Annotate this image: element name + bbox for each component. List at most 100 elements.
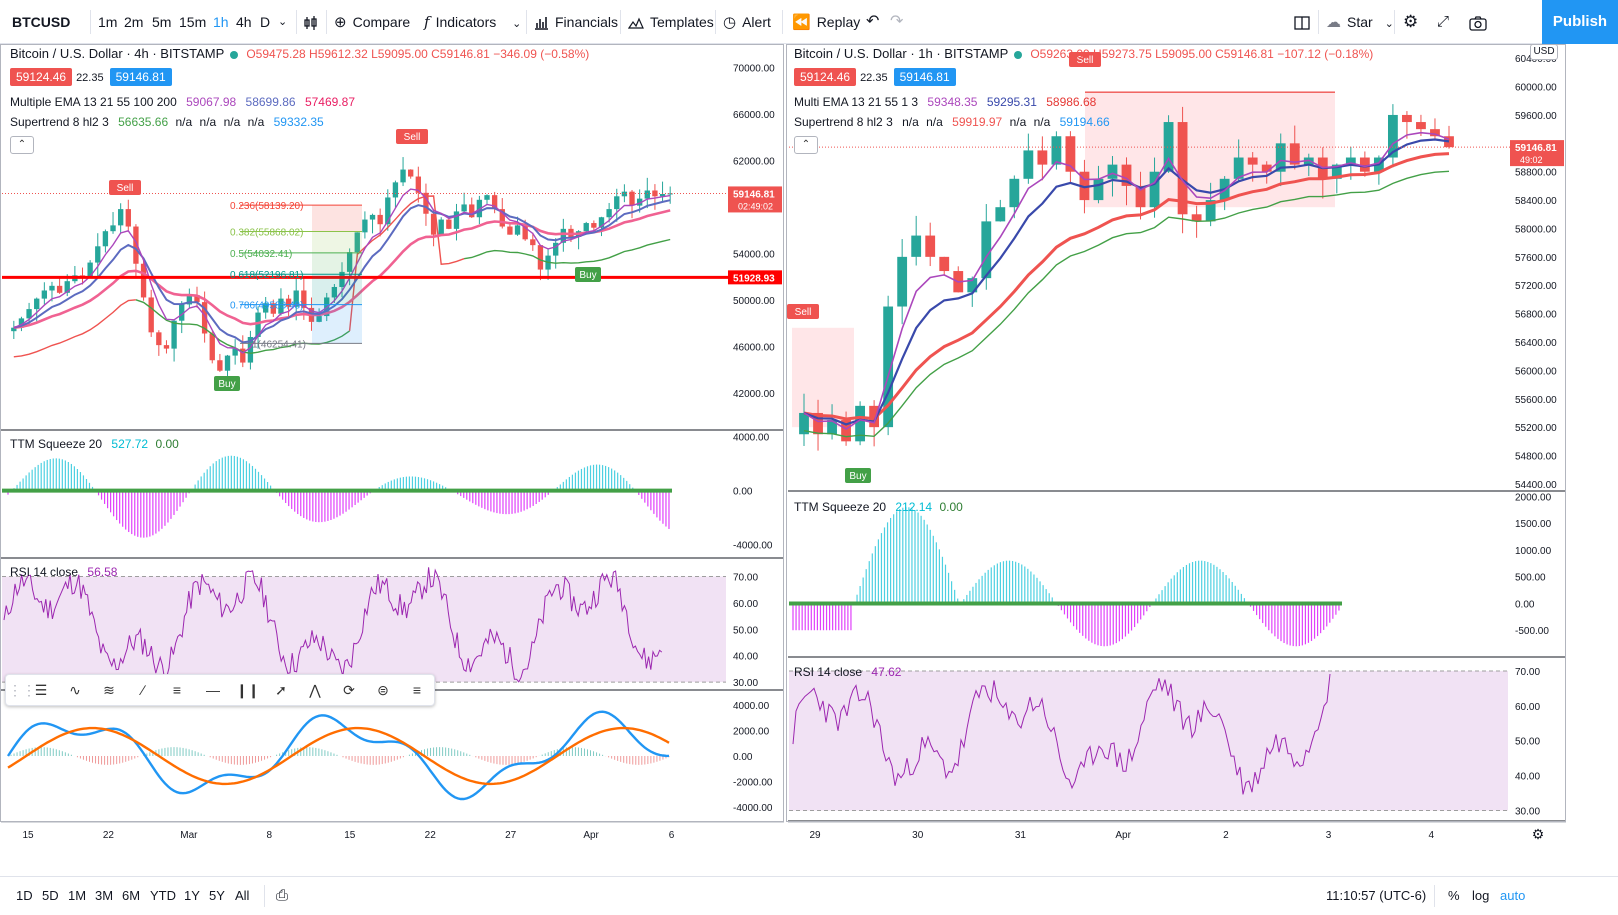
xabcd-pattern-icon[interactable]: ∿ — [69, 682, 81, 698]
divider — [1318, 10, 1319, 34]
fullscreen-icon[interactable]: ⤢ — [1437, 13, 1450, 30]
templates-button[interactable]: Templates — [627, 0, 714, 44]
bars-pattern-icon[interactable]: ❙❙ — [236, 682, 260, 698]
log-toggle[interactable]: log — [1472, 888, 1490, 903]
candle-body — [263, 303, 269, 313]
interval-15m[interactable]: 15m — [179, 14, 207, 30]
goto-date-icon[interactable]: ⎙ — [276, 887, 289, 904]
left-price-axis-tick: 66000.00 — [733, 110, 775, 121]
right-chart[interactable]: 54400.00 54800.00 55200.00 55600.00 56000.00… — [787, 52, 1566, 842]
undo-icon[interactable]: ↶ — [866, 13, 880, 30]
currency-label[interactable]: USD — [1530, 44, 1558, 60]
candle-body — [659, 193, 666, 197]
range-1D[interactable]: 1D — [16, 888, 33, 903]
interval-1h[interactable]: 1h — [213, 14, 229, 30]
range-5D[interactable]: 5D — [42, 888, 59, 903]
divider — [264, 885, 265, 907]
clock-time[interactable]: 11:10:57 (UTC-6) — [1326, 888, 1427, 903]
bid-price[interactable]: 59124.46 — [10, 68, 73, 86]
compare-button[interactable]: ⊕ Compare — [334, 0, 410, 44]
left-ttm-legend[interactable]: TTM Squeeze 20 527.72 0.00 — [10, 437, 179, 451]
interval-4h[interactable]: 4h — [236, 14, 252, 30]
publish-button[interactable]: Publish — [1542, 0, 1618, 44]
range-1M[interactable]: 1M — [68, 888, 87, 903]
candle-body — [56, 285, 63, 293]
candle-body — [392, 182, 399, 198]
chevron-down-icon[interactable]: ⌄ — [278, 16, 288, 28]
trend-channel-icon[interactable]: ∕ — [141, 682, 145, 698]
left-supertrend-legend[interactable]: Supertrend 8 hl2 3 56635.66 n/a n/a n/a … — [10, 115, 324, 129]
star-button[interactable]: ☁ Star ⌄ — [1326, 0, 1394, 44]
drawing-toolbar[interactable]: ⋮⋮ ☰ ∿ ≋ ∕ ≡ — ❙❙ ➚ ⋀ ⟳ ⊜ ≡ — [5, 674, 435, 706]
collapse-legend-button[interactable]: ⌃ — [10, 136, 34, 154]
candle-body — [869, 405, 880, 428]
rsi-value: 47.62 — [871, 665, 902, 679]
candle-body — [415, 176, 421, 193]
redo-icon[interactable]: ↷ — [890, 13, 904, 30]
candle-body — [278, 298, 284, 314]
bid-price[interactable]: 59124.46 — [794, 68, 857, 86]
drag-handle-icon[interactable]: ⋮⋮ — [8, 682, 36, 698]
percent-toggle[interactable]: % — [1448, 888, 1460, 903]
right-ttm-axis-tick: 1500.00 — [1515, 519, 1552, 530]
symbol-search[interactable]: BTCUSD — [6, 8, 88, 36]
range-3M[interactable]: 3M — [95, 888, 114, 903]
interval-1m[interactable]: 1m — [98, 14, 118, 30]
right-price-axis-tick: 58000.00 — [1515, 224, 1557, 235]
candle-body — [1345, 157, 1356, 165]
indicators-button[interactable]: f Indicators ⌄ — [424, 0, 521, 44]
horizontal-ray-icon[interactable]: — — [206, 682, 220, 698]
divider — [526, 10, 527, 34]
spiral-icon[interactable]: ⟳ — [343, 682, 355, 698]
market-open-dot — [1014, 50, 1023, 59]
range-6M[interactable]: 6M — [122, 888, 141, 903]
candle-body — [346, 252, 353, 272]
layout-icon[interactable] — [1294, 0, 1310, 44]
range-YTD[interactable]: YTD — [150, 888, 176, 903]
financials-button[interactable]: Financials — [534, 0, 618, 44]
range-All[interactable]: All — [235, 888, 250, 903]
candle-body — [1051, 136, 1062, 165]
st-value: 59919.97 — [952, 115, 1003, 129]
ask-price[interactable]: 59146.81 — [893, 68, 956, 86]
left-title-row: Bitcoin / U.S. Dollar · 4h · BITSTAMP O59… — [10, 46, 589, 61]
list-lines-icon[interactable]: ≡ — [412, 682, 422, 698]
candle-body — [339, 271, 345, 287]
candle-body — [453, 211, 460, 229]
right-ttm-legend[interactable]: TTM Squeeze 20 212.14 0.00 — [794, 500, 963, 514]
replay-button[interactable]: ⏪ Replay — [792, 0, 860, 44]
right-supertrend-legend[interactable]: Supertrend 8 hl2 3 n/a n/a 59919.97 n/a … — [794, 115, 1110, 129]
horizontal-lines-icon[interactable]: ☰ — [34, 682, 48, 698]
right-rsi-axis-tick: 50.00 — [1515, 737, 1540, 748]
abcd-pattern-icon[interactable]: ≋ — [103, 682, 115, 698]
fib-retracement-icon[interactable]: ≡ — [172, 682, 182, 698]
trend-line-icon[interactable]: ➚ — [275, 682, 287, 698]
collapse-legend-button[interactable]: ⌃ — [794, 136, 818, 154]
candles-icon[interactable] — [303, 0, 319, 44]
right-rsi-legend[interactable]: RSI 14 close 47.62 — [794, 665, 901, 679]
right-price-axis-tick: 55600.00 — [1515, 395, 1557, 406]
ask-price[interactable]: 59146.81 — [109, 68, 172, 86]
right-ema-legend[interactable]: Multi EMA 13 21 55 1 3 59348.35 59295.31… — [794, 95, 1096, 109]
left-rsi-axis-tick: 70.00 — [733, 572, 758, 583]
range-1Y[interactable]: 1Y — [184, 888, 200, 903]
interval-2m[interactable]: 2m — [124, 14, 144, 30]
range-5Y[interactable]: 5Y — [209, 888, 225, 903]
interval-D[interactable]: D — [260, 14, 271, 30]
settings-lines-icon[interactable]: ⊜ — [377, 682, 389, 698]
auto-toggle[interactable]: auto — [1500, 888, 1526, 903]
ema-value: 59067.98 — [186, 95, 237, 109]
macd-line — [6, 710, 670, 801]
head-shoulders-icon[interactable]: ⋀ — [309, 682, 321, 698]
left-ema-legend[interactable]: Multiple EMA 13 21 55 100 200 59067.98 5… — [10, 95, 355, 109]
interval-5m[interactable]: 5m — [152, 14, 172, 30]
left-rsi-legend[interactable]: RSI 14 close 56.58 — [10, 565, 117, 579]
gear-icon[interactable]: ⚙ — [1403, 12, 1419, 31]
sell-signal: Sell — [117, 183, 134, 194]
chart-area[interactable]: 42000.0046000.0050000.0054000.0058000.00… — [0, 44, 1618, 876]
candle-body — [1191, 214, 1202, 222]
camera-icon[interactable] — [1469, 0, 1487, 44]
candle-body — [430, 213, 437, 235]
alert-button[interactable]: ◷ Alert — [723, 0, 771, 44]
left-chart[interactable]: 42000.0046000.0050000.0054000.0058000.00… — [1, 44, 784, 841]
